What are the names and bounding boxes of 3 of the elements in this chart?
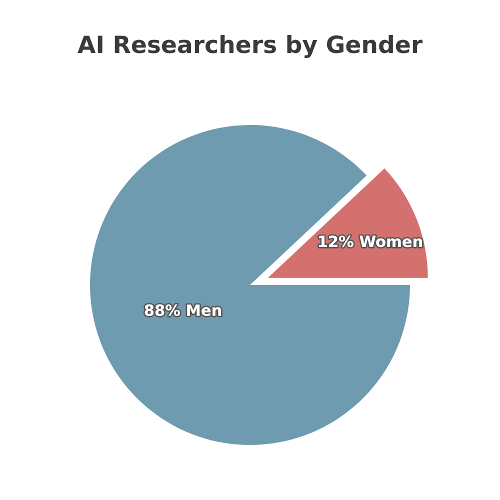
slice-label: 12% Women: [319, 236, 422, 248]
chart-title: AI Researchers by Gender: [78, 35, 422, 58]
slice-label: 88% Men: [144, 304, 222, 316]
